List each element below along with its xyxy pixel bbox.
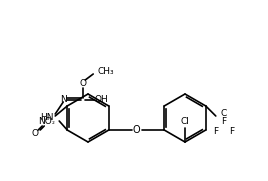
Text: F: F xyxy=(229,127,234,136)
Text: O: O xyxy=(32,129,39,138)
Text: CH₃: CH₃ xyxy=(97,68,114,77)
Text: N: N xyxy=(60,96,66,104)
Text: Cl: Cl xyxy=(181,117,189,127)
Text: F: F xyxy=(221,117,226,127)
Text: HN: HN xyxy=(40,113,53,123)
Text: C: C xyxy=(221,110,227,119)
Text: NO: NO xyxy=(38,117,52,127)
Text: ₂: ₂ xyxy=(51,119,54,125)
Text: F: F xyxy=(213,127,218,136)
Text: OH: OH xyxy=(94,96,108,104)
Text: O: O xyxy=(80,79,87,89)
Text: O: O xyxy=(133,125,140,135)
